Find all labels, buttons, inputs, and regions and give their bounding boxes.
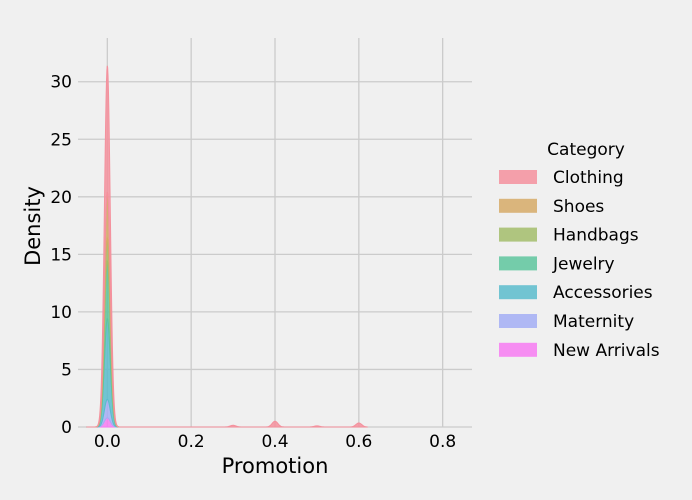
x-tick-label: 0.4 bbox=[261, 432, 288, 452]
x-tick-label: 0.2 bbox=[178, 432, 205, 452]
density-areas bbox=[86, 65, 368, 428]
x-tick-label: 0.6 bbox=[345, 432, 372, 452]
grid-lines bbox=[78, 38, 472, 428]
legend-swatch bbox=[499, 256, 537, 271]
x-axis-label: Promotion bbox=[222, 454, 329, 478]
y-tick-label: 25 bbox=[50, 130, 72, 150]
y-tick-label: 15 bbox=[50, 245, 72, 265]
legend-swatch bbox=[499, 314, 537, 328]
legend-label: Shoes bbox=[553, 197, 604, 217]
y-tick-label: 20 bbox=[50, 188, 72, 208]
legend-swatch bbox=[499, 198, 537, 213]
legend: Category Clothing Shoes Handbags Jewelry Acc… bbox=[499, 140, 660, 361]
legend-label: Handbags bbox=[553, 226, 639, 246]
legend-label: Maternity bbox=[553, 312, 634, 332]
y-tick-label: 10 bbox=[50, 303, 72, 323]
legend-swatch bbox=[499, 342, 537, 357]
density-area-clothing bbox=[86, 65, 368, 428]
y-tick-label: 5 bbox=[61, 360, 72, 380]
y-axis-label: Density bbox=[21, 186, 45, 266]
y-tick-labels: 0 5 10 15 20 25 30 bbox=[50, 73, 72, 438]
x-tick-labels: 0.0 0.2 0.4 0.6 0.8 bbox=[94, 432, 456, 452]
x-tick-label: 0.8 bbox=[429, 432, 456, 452]
legend-swatch bbox=[499, 170, 537, 184]
legend-label: Accessories bbox=[553, 283, 653, 303]
legend-swatch bbox=[499, 227, 537, 242]
y-tick-label: 0 bbox=[61, 418, 72, 438]
y-tick-label: 30 bbox=[50, 73, 72, 93]
legend-label: Clothing bbox=[553, 168, 624, 188]
legend-swatch bbox=[499, 285, 537, 300]
legend-label: Jewelry bbox=[552, 254, 615, 274]
legend-title: Category bbox=[547, 140, 625, 160]
legend-label: New Arrivals bbox=[553, 341, 660, 361]
x-tick-label: 0.0 bbox=[94, 432, 121, 452]
